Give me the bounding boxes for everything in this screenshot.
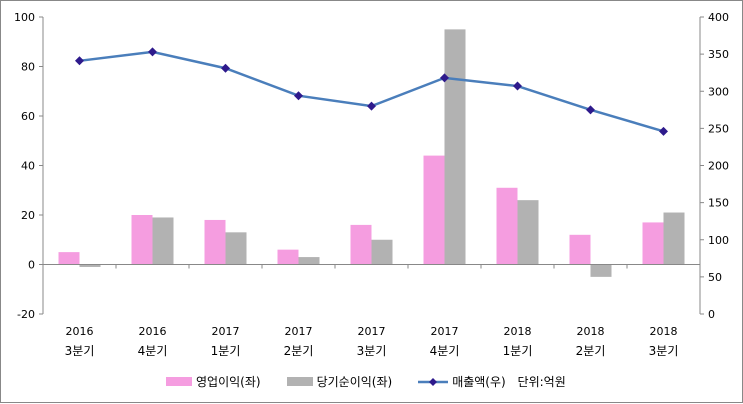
legend-label: 영업이익(좌)	[196, 375, 261, 389]
legend-line-marker-icon	[418, 377, 449, 386]
bar-operating-profit	[350, 224, 372, 265]
bar-operating-profit	[277, 249, 299, 265]
right-tick-label: 150	[708, 197, 729, 210]
bar-operating-profit	[569, 234, 591, 265]
bar-net-income	[663, 212, 685, 265]
x-label-quarter: 1분기	[211, 344, 241, 358]
right-tick-label: 250	[708, 122, 729, 135]
x-label-quarter: 4분기	[138, 344, 168, 358]
right-tick-label: 350	[708, 48, 729, 61]
x-label-year: 2017	[358, 325, 386, 338]
x-label-year: 2016	[66, 325, 94, 338]
x-label-quarter: 3분기	[357, 344, 387, 358]
bar-net-income	[152, 217, 174, 265]
bar-operating-profit	[423, 155, 445, 265]
left-tick-label: 40	[21, 160, 35, 173]
bar-net-income	[517, 200, 539, 265]
legend-label: 매출액(우)	[452, 375, 506, 389]
revenue-marker	[221, 63, 230, 73]
bar-operating-profit	[131, 215, 153, 265]
legend-item-operating-profit: 영업이익(좌)	[166, 373, 261, 390]
bar-operating-profit	[642, 222, 664, 265]
bar-operating-profit	[204, 219, 226, 265]
revenue-marker	[367, 101, 376, 111]
unit-label: 단위:억원	[517, 375, 566, 389]
revenue-marker	[586, 105, 595, 115]
legend: 영업이익(좌) 당기순이익(좌) 매출액(우) 단위:억원	[166, 373, 566, 390]
right-tick-label: 200	[708, 160, 729, 173]
x-label-year: 2017	[285, 325, 313, 338]
bar-net-income	[371, 239, 393, 265]
x-label-quarter: 1분기	[503, 344, 533, 358]
right-tick-label: 0	[708, 308, 715, 321]
legend-label: 당기순이익(좌)	[316, 375, 393, 389]
x-label-quarter: 3분기	[65, 344, 95, 358]
right-tick-label: 50	[708, 271, 722, 284]
left-tick-label: -20	[17, 308, 35, 321]
left-tick-label: 80	[21, 61, 35, 74]
x-label-year: 2018	[577, 325, 605, 338]
x-label-year: 2018	[504, 325, 532, 338]
x-label-year: 2017	[431, 325, 459, 338]
x-label-year: 2016	[139, 325, 167, 338]
x-label-quarter: 4분기	[430, 344, 460, 358]
bar-operating-profit	[58, 252, 80, 265]
revenue-marker	[659, 126, 668, 136]
left-tick-label: 100	[14, 11, 35, 24]
right-tick-label: 300	[708, 85, 729, 98]
x-label-quarter: 2분기	[284, 344, 314, 358]
x-label-quarter: 2분기	[576, 344, 606, 358]
bar-net-income	[298, 257, 320, 265]
bar-operating-profit	[496, 187, 518, 265]
revenue-marker	[148, 47, 157, 57]
revenue-marker	[75, 56, 84, 66]
legend-item-net-income: 당기순이익(좌)	[286, 373, 393, 390]
revenue-marker	[294, 91, 303, 101]
legend-swatch	[286, 377, 313, 386]
bar-net-income	[79, 264, 101, 267]
right-tick-label: 100	[708, 234, 729, 247]
right-tick-label: 400	[708, 11, 729, 24]
bar-net-income	[444, 29, 466, 265]
revenue-marker	[440, 73, 449, 83]
x-label-year: 2018	[650, 325, 678, 338]
revenue-marker	[513, 81, 522, 91]
legend-swatch	[166, 377, 192, 386]
revenue-line	[79, 50, 664, 133]
left-tick-label: 0	[28, 259, 35, 272]
left-tick-label: 60	[21, 110, 35, 123]
bar-net-income	[225, 232, 247, 265]
legend-item-revenue: 매출액(우) 단위:억원	[418, 373, 566, 390]
left-tick-label: 20	[21, 209, 35, 222]
bar-net-income	[590, 264, 612, 277]
x-label-quarter: 3분기	[649, 344, 679, 358]
x-label-year: 2017	[212, 325, 240, 338]
